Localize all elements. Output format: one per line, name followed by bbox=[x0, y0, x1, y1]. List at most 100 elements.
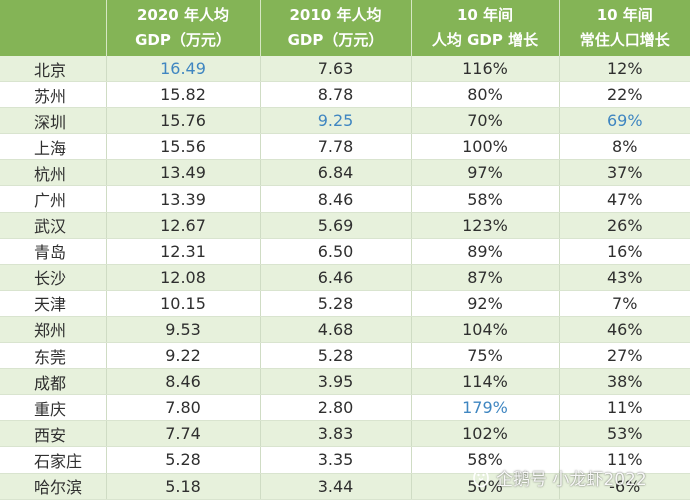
cell-gdp2020: 7.80 bbox=[106, 394, 261, 422]
cell-pop-growth: 11% bbox=[559, 394, 690, 422]
table-row: 上海 15.56 7.78 100% 8% bbox=[0, 133, 690, 161]
cell-pop-growth: -6% bbox=[559, 473, 690, 500]
cell-gdp2010: 3.35 bbox=[260, 446, 412, 474]
cell-gdp-growth: 89% bbox=[411, 238, 560, 265]
cell-pop-growth: 26% bbox=[559, 212, 690, 239]
cell-gdp2010: 6.46 bbox=[260, 264, 412, 291]
cell-city: 深圳 bbox=[0, 107, 107, 135]
cell-gdp2010: 9.25 bbox=[260, 107, 412, 135]
cell-gdp2020: 13.49 bbox=[106, 159, 261, 187]
cell-gdp2010: 2.80 bbox=[260, 394, 412, 422]
cell-pop-growth: 7% bbox=[559, 290, 690, 317]
cell-city: 郑州 bbox=[0, 316, 107, 344]
table-row: 西安 7.74 3.83 102% 53% bbox=[0, 420, 690, 448]
header-line-2: 人均 GDP 增长 bbox=[431, 31, 539, 49]
cell-city: 石家庄 bbox=[0, 446, 107, 474]
header-gdp-2020: 2020 年人均 GDP（万元） bbox=[106, 0, 261, 56]
cell-city: 上海 bbox=[0, 133, 107, 161]
header-line-2: 常住人口增长 bbox=[579, 31, 670, 49]
cell-gdp2010: 5.28 bbox=[260, 290, 412, 317]
cell-gdp2020: 9.22 bbox=[106, 342, 261, 370]
header-line-1: 10 年间 bbox=[596, 6, 653, 24]
cell-gdp-growth: 102% bbox=[411, 420, 560, 448]
cell-city: 西安 bbox=[0, 420, 107, 448]
table-row: 东莞 9.22 5.28 75% 27% bbox=[0, 342, 690, 370]
cell-pop-growth: 22% bbox=[559, 81, 690, 109]
cell-pop-growth: 47% bbox=[559, 185, 690, 213]
cell-gdp2010: 6.50 bbox=[260, 238, 412, 265]
cell-pop-growth: 8% bbox=[559, 133, 690, 161]
cell-gdp2010: 4.68 bbox=[260, 316, 412, 344]
header-line-1: 10 年间 bbox=[456, 6, 514, 24]
cell-gdp-growth: 70% bbox=[411, 107, 560, 135]
cell-gdp-growth: 58% bbox=[411, 446, 560, 474]
cell-gdp-growth: 58% bbox=[411, 185, 560, 213]
cell-city: 青岛 bbox=[0, 238, 107, 265]
cell-gdp2020: 12.31 bbox=[106, 238, 261, 265]
header-gdp-2010: 2010 年人均 GDP（万元） bbox=[260, 0, 412, 56]
cell-gdp2010: 7.78 bbox=[260, 133, 412, 161]
cell-gdp2020: 13.39 bbox=[106, 185, 261, 213]
cell-gdp2010: 7.63 bbox=[260, 56, 412, 83]
cell-gdp2010: 5.28 bbox=[260, 342, 412, 370]
cell-pop-growth: 16% bbox=[559, 238, 690, 265]
table-row: 武汉 12.67 5.69 123% 26% bbox=[0, 212, 690, 239]
cell-city: 长沙 bbox=[0, 264, 107, 291]
table-row: 苏州 15.82 8.78 80% 22% bbox=[0, 81, 690, 109]
header-line-1: 2010 年人均 bbox=[289, 6, 382, 24]
cell-city: 苏州 bbox=[0, 81, 107, 109]
table-row: 石家庄 5.28 3.35 58% 11% bbox=[0, 446, 690, 474]
cell-gdp2010: 3.83 bbox=[260, 420, 412, 448]
cell-pop-growth: 38% bbox=[559, 368, 690, 396]
cell-gdp2020: 12.08 bbox=[106, 264, 261, 291]
cell-pop-growth: 43% bbox=[559, 264, 690, 291]
cell-gdp2010: 3.44 bbox=[260, 473, 412, 500]
cell-city: 杭州 bbox=[0, 159, 107, 187]
table-row: 郑州 9.53 4.68 104% 46% bbox=[0, 316, 690, 344]
cell-pop-growth: 46% bbox=[559, 316, 690, 344]
cell-pop-growth: 27% bbox=[559, 342, 690, 370]
table-body: 北京 16.49 7.63 116% 12% 苏州 15.82 8.78 80% 22% 深圳 15.… bbox=[0, 56, 690, 500]
table-row: 北京 16.49 7.63 116% 12% bbox=[0, 56, 690, 83]
cell-pop-growth: 53% bbox=[559, 420, 690, 448]
cell-gdp2020: 10.15 bbox=[106, 290, 261, 317]
cell-pop-growth: 69% bbox=[559, 107, 690, 135]
cell-city: 天津 bbox=[0, 290, 107, 317]
cell-gdp2020: 15.56 bbox=[106, 133, 261, 161]
cell-gdp2020: 9.53 bbox=[106, 316, 261, 344]
cell-gdp2020: 15.82 bbox=[106, 81, 261, 109]
cell-gdp-growth: 75% bbox=[411, 342, 560, 370]
table-row: 天津 10.15 5.28 92% 7% bbox=[0, 290, 690, 317]
table-row: 长沙 12.08 6.46 87% 43% bbox=[0, 264, 690, 291]
cell-pop-growth: 12% bbox=[559, 56, 690, 83]
header-city bbox=[0, 0, 107, 56]
cell-gdp-growth: 87% bbox=[411, 264, 560, 291]
table-row: 深圳 15.76 9.25 70% 69% bbox=[0, 107, 690, 135]
header-line-2: GDP（万元） bbox=[135, 31, 231, 49]
cell-pop-growth: 37% bbox=[559, 159, 690, 187]
cell-gdp-growth: 116% bbox=[411, 56, 560, 83]
cell-city: 东莞 bbox=[0, 342, 107, 370]
table-row: 青岛 12.31 6.50 89% 16% bbox=[0, 238, 690, 265]
cell-gdp2020: 8.46 bbox=[106, 368, 261, 396]
cell-city: 成都 bbox=[0, 368, 107, 396]
header-line-2: GDP（万元） bbox=[287, 31, 384, 49]
cell-gdp-growth: 50% bbox=[411, 473, 560, 500]
cell-gdp-growth: 97% bbox=[411, 159, 560, 187]
cell-gdp-growth: 179% bbox=[411, 394, 560, 422]
table-row: 重庆 7.80 2.80 179% 11% bbox=[0, 394, 690, 422]
table-row: 广州 13.39 8.46 58% 47% bbox=[0, 185, 690, 213]
header-row: 2020 年人均 GDP（万元） 2010 年人均 GDP（万元） 10 年间 … bbox=[0, 0, 690, 56]
cell-gdp2020: 5.18 bbox=[106, 473, 261, 500]
table-row: 哈尔滨 5.18 3.44 50% -6% bbox=[0, 473, 690, 500]
table-row: 杭州 13.49 6.84 97% 37% bbox=[0, 159, 690, 187]
cell-gdp-growth: 123% bbox=[411, 212, 560, 239]
cell-gdp-growth: 114% bbox=[411, 368, 560, 396]
header-line-1: 2020 年人均 bbox=[137, 6, 229, 24]
cell-gdp2020: 7.74 bbox=[106, 420, 261, 448]
cell-city: 武汉 bbox=[0, 212, 107, 239]
table-header: 2020 年人均 GDP（万元） 2010 年人均 GDP（万元） 10 年间 … bbox=[0, 0, 690, 56]
header-gdp-growth: 10 年间 人均 GDP 增长 bbox=[411, 0, 560, 56]
cell-city: 广州 bbox=[0, 185, 107, 213]
cell-gdp-growth: 100% bbox=[411, 133, 560, 161]
